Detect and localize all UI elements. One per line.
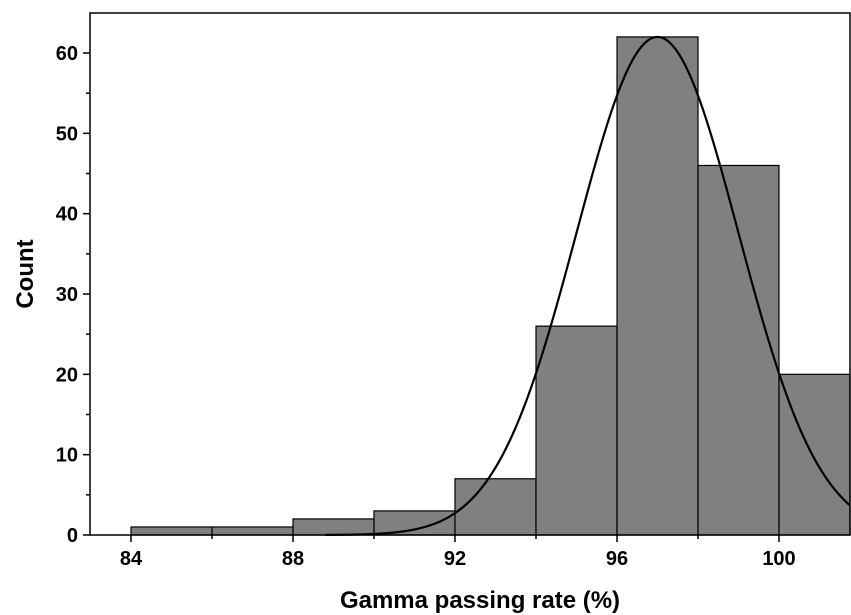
histogram-bar bbox=[292, 518, 375, 536]
histogram-bar bbox=[454, 478, 537, 536]
x-tick-label: 88 bbox=[282, 548, 304, 570]
histogram-bar bbox=[373, 510, 456, 536]
x-tick-label: 84 bbox=[120, 548, 143, 570]
y-axis-ticks: 0 10 20 30 40 50 60 bbox=[56, 43, 90, 547]
y-tick-label: 10 bbox=[56, 445, 78, 467]
histogram-bar bbox=[697, 164, 780, 536]
y-tick-label: 0 bbox=[67, 525, 78, 547]
x-tick-label: 96 bbox=[606, 548, 628, 570]
x-axis-ticks: 84 88 92 96 100 bbox=[120, 535, 796, 570]
plot-frame bbox=[89, 12, 851, 536]
y-tick-label: 20 bbox=[56, 364, 78, 386]
histogram-bars bbox=[130, 36, 851, 536]
x-tick-label: 92 bbox=[444, 548, 466, 570]
normal-fit-curve bbox=[325, 35, 851, 536]
y-tick-label: 30 bbox=[56, 284, 78, 306]
y-tick-label: 50 bbox=[56, 123, 78, 145]
x-axis-title: Gamma passing rate (%) bbox=[340, 587, 620, 614]
histogram-bar bbox=[535, 325, 618, 536]
histogram-bar bbox=[211, 526, 294, 536]
y-tick-label: 40 bbox=[56, 204, 78, 226]
y-tick-label: 60 bbox=[56, 43, 78, 65]
x-tick-label: 100 bbox=[762, 548, 795, 570]
y-axis-title: Count bbox=[12, 239, 39, 308]
histogram-bar bbox=[616, 36, 699, 536]
histogram-bar bbox=[778, 373, 851, 536]
histogram-bar bbox=[130, 526, 213, 536]
